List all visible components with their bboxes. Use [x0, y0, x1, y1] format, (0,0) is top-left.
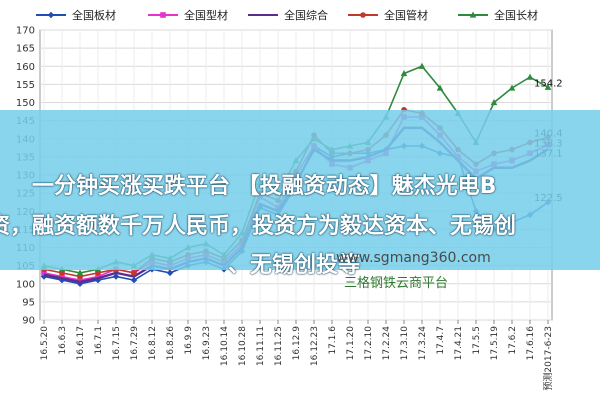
data-point-series-4 — [400, 70, 408, 77]
watermark-site: www.sgmang360.com — [336, 250, 491, 266]
x-tick-label: 17.2.24 — [382, 326, 392, 361]
legend-marker — [469, 11, 477, 18]
data-point-series-0 — [166, 269, 174, 277]
x-tick-label: 16.7.1 — [94, 326, 104, 355]
x-tick-label: 16.9.23 — [202, 326, 212, 360]
x-tick-label: 预测2017-6-23 — [543, 326, 554, 391]
end-value-label: 154.2 — [534, 78, 563, 89]
watermark-name: 三格钢铁云商平台 — [344, 276, 449, 291]
data-point-series-4 — [508, 84, 516, 91]
data-point-series-4 — [436, 84, 444, 91]
x-tick-label: 17.5.5 — [472, 326, 482, 355]
legend-label: 全国综合 — [284, 8, 328, 22]
x-tick-label: 17.3.24 — [418, 326, 428, 361]
x-tick-label: 16.8.26 — [166, 326, 176, 361]
data-point-series-4 — [418, 62, 426, 69]
x-tick-label: 16.7.15 — [112, 326, 122, 360]
x-tick-label: 16.12.23 — [310, 326, 320, 366]
legend-marker — [47, 11, 55, 19]
overlay-headline-line3[interactable]: 、无锡创投等 — [228, 253, 361, 278]
y-tick-label: 165 — [16, 44, 35, 55]
x-tick-label: 16.8.12 — [148, 326, 158, 360]
y-tick-label: 95 — [22, 297, 35, 308]
y-tick-label: 100 — [16, 279, 35, 290]
overlay-banner — [0, 110, 600, 270]
y-tick-label: 150 — [16, 98, 35, 109]
x-tick-label: 17.1.6 — [328, 326, 338, 355]
x-tick-label: 16.12.9 — [292, 326, 302, 361]
x-tick-label: 17.3.10 — [400, 326, 410, 361]
x-tick-label: 17.6.16 — [526, 326, 536, 361]
x-tick-label: 16.9.9 — [184, 326, 194, 355]
y-tick-label: 155 — [16, 80, 35, 91]
data-point-series-1 — [41, 270, 47, 276]
x-tick-label: 17.4.7 — [436, 326, 446, 355]
overlay-headline-line1[interactable]: 一分钟买涨买跌平台 【投融资动态】魅杰光电B — [32, 174, 497, 199]
data-point-series-3 — [131, 270, 137, 276]
legend-marker — [360, 12, 366, 18]
data-point-series-4 — [544, 83, 552, 90]
y-tick-label: 170 — [16, 26, 35, 37]
data-point-series-1 — [95, 273, 101, 280]
x-tick-label: 16.10.14 — [220, 326, 230, 366]
x-tick-label: 16.6.17 — [76, 326, 86, 360]
y-tick-label: 160 — [16, 62, 35, 73]
y-tick-label: 90 — [22, 316, 35, 327]
x-tick-label: 16.10.28 — [238, 326, 248, 366]
legend-label: 全国板材 — [72, 8, 116, 22]
x-tick-label: 17.6.2 — [508, 326, 518, 355]
legend-marker — [160, 12, 166, 18]
x-tick-label: 17.1.20 — [346, 326, 356, 361]
x-tick-label: 17.4.21 — [454, 326, 464, 360]
x-tick-label: 16.7.29 — [130, 326, 140, 361]
legend-label: 全国管材 — [384, 8, 428, 22]
x-tick-label: 16.5.20 — [40, 326, 50, 361]
x-tick-label: 16.6.3 — [58, 326, 68, 355]
overlay-headline-line2[interactable]: 资，融资额数千万人民币，投资方为毅达资本、无锡创 — [0, 214, 517, 239]
data-point-series-0 — [130, 276, 138, 284]
x-tick-label: 17.2.10 — [364, 326, 374, 361]
data-point-series-1 — [59, 273, 65, 280]
data-point-series-1 — [77, 277, 83, 283]
x-tick-label: 16.11.25 — [274, 326, 284, 366]
legend-label: 全国型材 — [184, 8, 228, 22]
x-tick-label: 16.11.11 — [256, 326, 266, 366]
data-point-series-0 — [112, 273, 120, 280]
data-point-series-4 — [490, 99, 498, 106]
x-tick-label: 17.5.19 — [490, 326, 500, 361]
data-point-series-4 — [526, 73, 534, 80]
legend-label: 全国长材 — [494, 8, 538, 22]
data-point-series-4 — [76, 269, 84, 276]
